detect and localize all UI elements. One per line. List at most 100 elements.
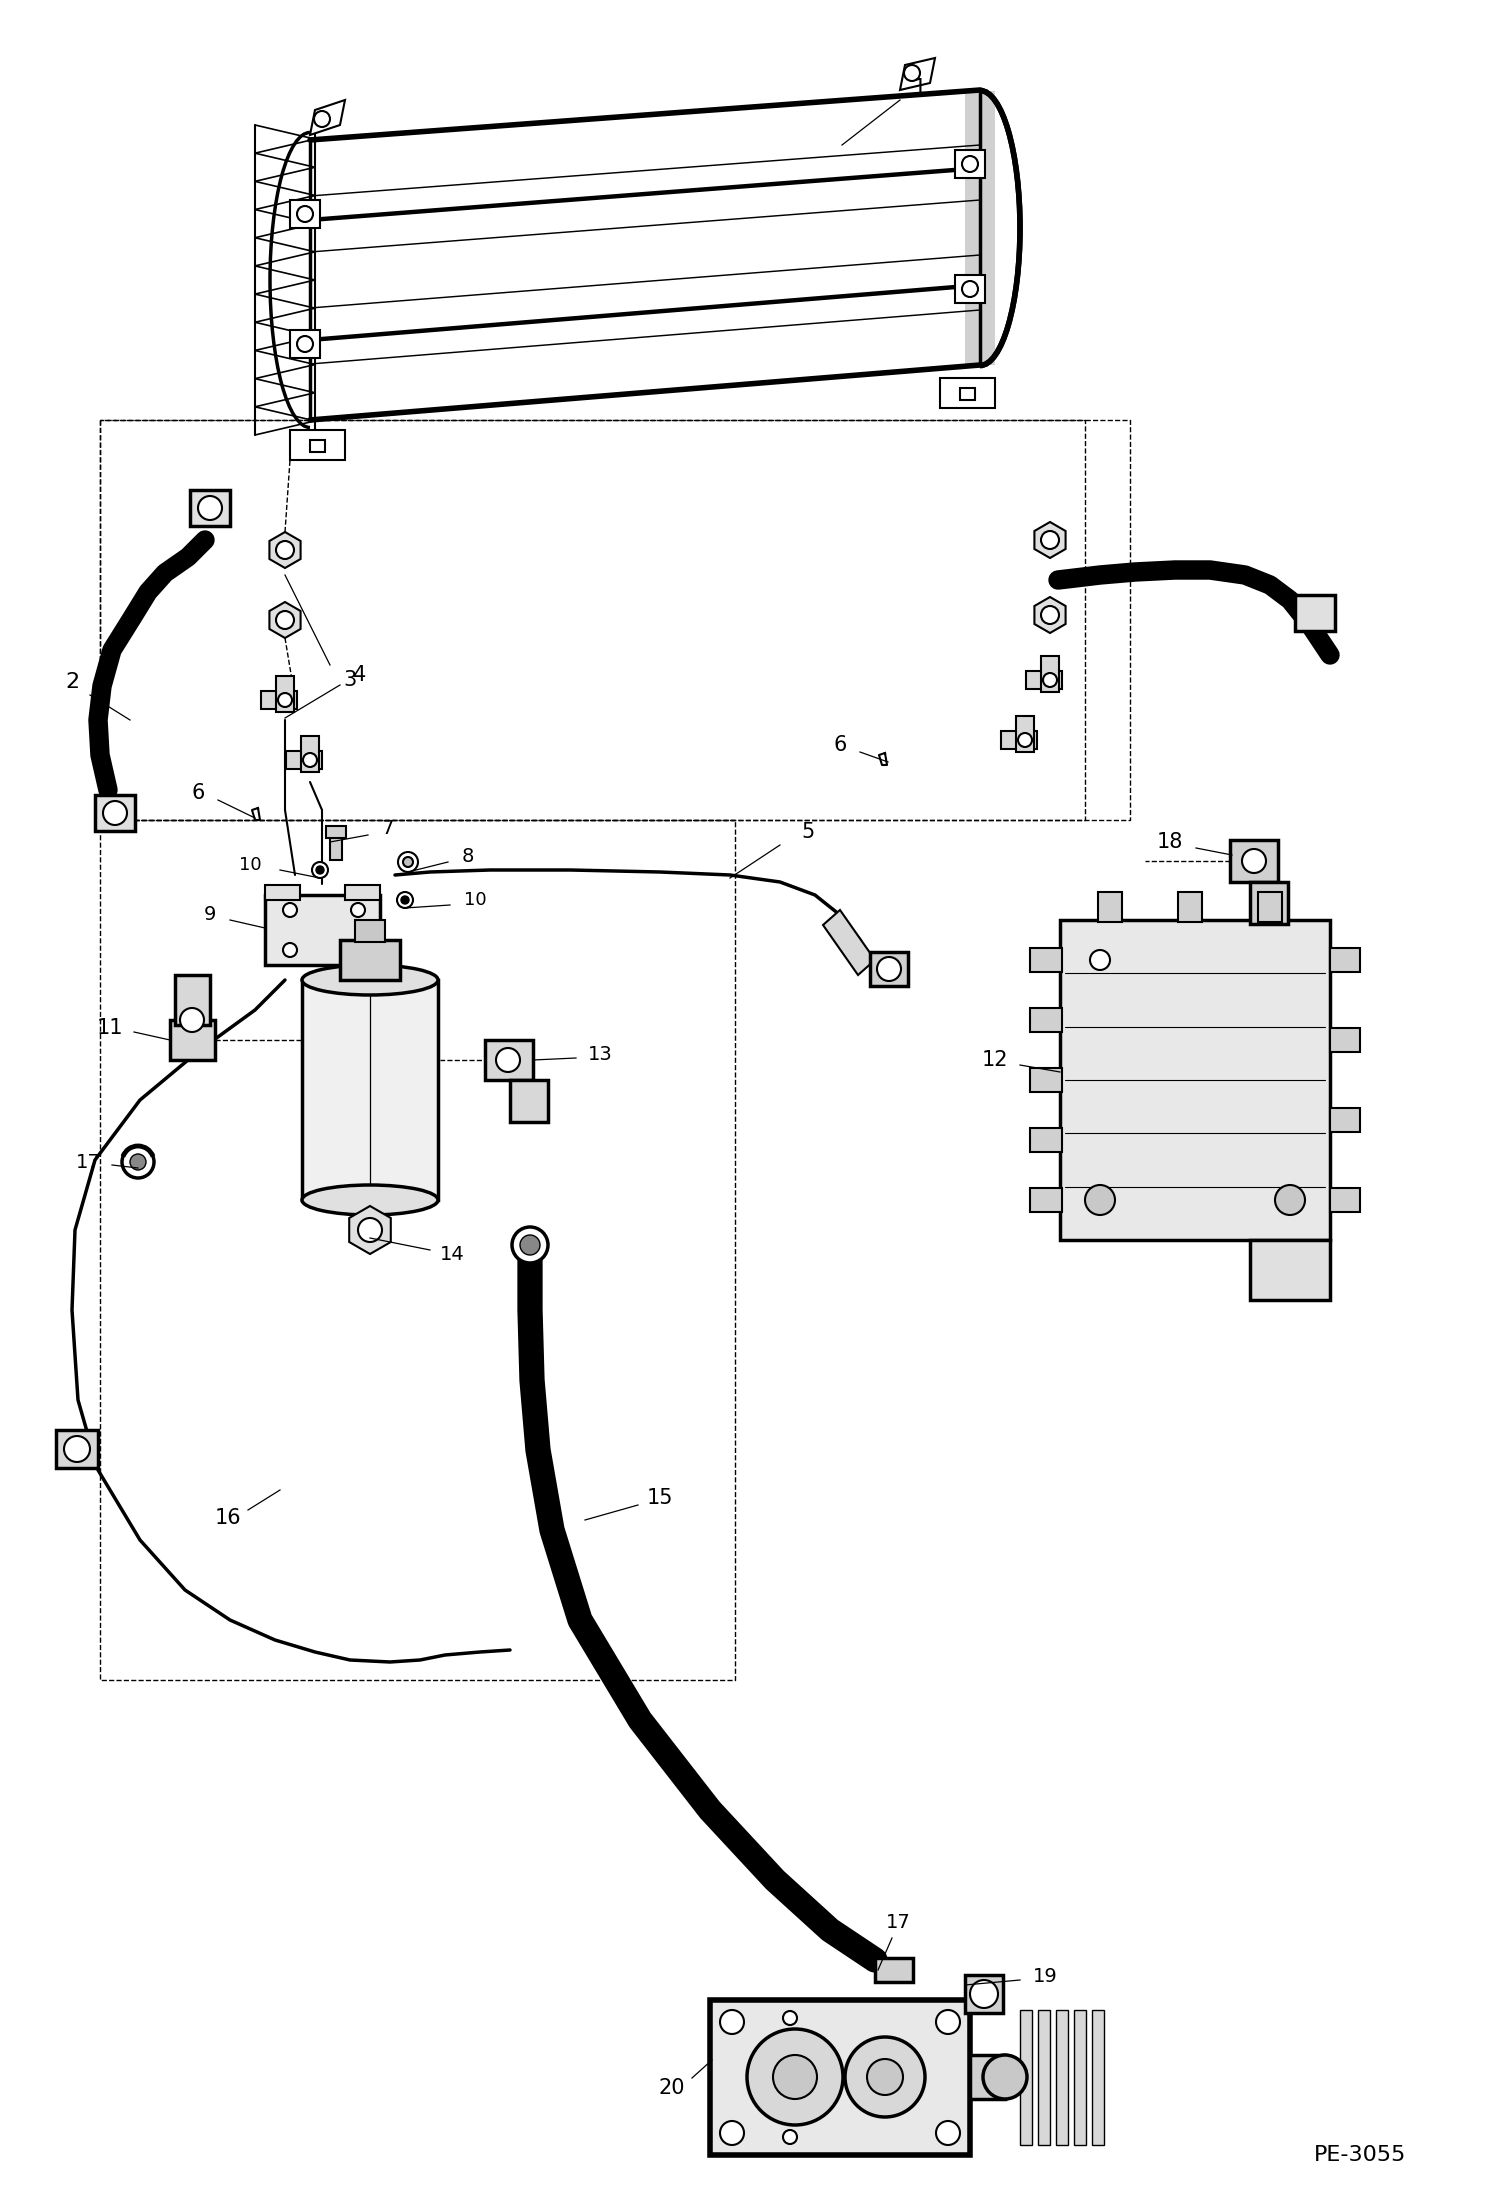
- Polygon shape: [900, 57, 935, 90]
- Bar: [1056, 2011, 1068, 2145]
- Text: 15: 15: [647, 1489, 673, 1509]
- Bar: [1330, 1107, 1360, 1132]
- Bar: [1330, 947, 1360, 971]
- Polygon shape: [310, 101, 345, 136]
- Circle shape: [845, 2037, 924, 2116]
- Bar: [303, 980, 437, 1200]
- Text: 16: 16: [214, 1509, 241, 1529]
- Bar: [509, 1079, 548, 1123]
- Bar: [1074, 2011, 1086, 2145]
- Bar: [330, 829, 342, 860]
- Bar: [261, 691, 297, 708]
- Circle shape: [773, 2055, 816, 2099]
- Bar: [875, 1958, 912, 1982]
- Ellipse shape: [303, 1184, 437, 1215]
- Circle shape: [1091, 950, 1110, 969]
- Circle shape: [1019, 732, 1032, 748]
- Polygon shape: [1035, 596, 1065, 634]
- Circle shape: [297, 206, 313, 221]
- Circle shape: [398, 853, 418, 873]
- Circle shape: [783, 2129, 797, 2145]
- Circle shape: [312, 862, 328, 877]
- Text: 6: 6: [833, 735, 846, 754]
- Bar: [1330, 1189, 1360, 1213]
- Bar: [286, 750, 322, 770]
- Bar: [265, 895, 380, 965]
- Bar: [956, 274, 986, 303]
- Bar: [1177, 893, 1201, 921]
- Circle shape: [283, 904, 297, 917]
- Circle shape: [748, 2029, 843, 2125]
- Circle shape: [721, 2121, 745, 2145]
- Bar: [1249, 1239, 1330, 1300]
- Bar: [1016, 715, 1034, 752]
- Bar: [1098, 893, 1122, 921]
- Bar: [55, 1430, 97, 1467]
- Circle shape: [1275, 1184, 1305, 1215]
- Text: 17: 17: [885, 1912, 911, 1932]
- Circle shape: [1085, 1184, 1115, 1215]
- Circle shape: [64, 1436, 90, 1463]
- Text: 5: 5: [801, 822, 815, 842]
- Circle shape: [520, 1235, 539, 1254]
- Circle shape: [1041, 531, 1059, 548]
- Bar: [94, 796, 135, 831]
- Bar: [190, 489, 231, 526]
- Bar: [1031, 1189, 1062, 1213]
- Bar: [1026, 671, 1062, 689]
- Circle shape: [279, 693, 292, 706]
- Text: 14: 14: [439, 1246, 464, 1265]
- Bar: [340, 941, 400, 980]
- Circle shape: [303, 752, 318, 768]
- Circle shape: [358, 1217, 382, 1241]
- Text: 3: 3: [343, 671, 357, 691]
- Circle shape: [351, 943, 366, 956]
- Text: 11: 11: [97, 1018, 123, 1037]
- Text: 9: 9: [204, 906, 216, 925]
- Circle shape: [403, 857, 413, 866]
- Bar: [965, 1976, 1004, 2013]
- Bar: [327, 827, 346, 838]
- Circle shape: [962, 281, 978, 296]
- Bar: [1001, 730, 1037, 750]
- Circle shape: [783, 2011, 797, 2024]
- Bar: [1294, 594, 1335, 632]
- Polygon shape: [270, 533, 301, 568]
- Bar: [1041, 656, 1059, 693]
- Bar: [276, 675, 294, 713]
- Bar: [965, 90, 995, 364]
- Bar: [1038, 2011, 1050, 2145]
- Polygon shape: [270, 603, 301, 638]
- Bar: [1031, 1127, 1062, 1151]
- Text: PE-3055: PE-3055: [1314, 2145, 1407, 2164]
- Text: 4: 4: [354, 664, 367, 684]
- Bar: [941, 377, 995, 408]
- Circle shape: [130, 1154, 145, 1171]
- Circle shape: [276, 612, 294, 629]
- Bar: [1031, 1068, 1062, 1092]
- Bar: [1258, 893, 1282, 921]
- Circle shape: [315, 112, 330, 127]
- Bar: [1330, 1029, 1360, 1053]
- Bar: [310, 441, 325, 452]
- Bar: [169, 1020, 216, 1059]
- Circle shape: [276, 542, 294, 559]
- Circle shape: [397, 893, 413, 908]
- Ellipse shape: [303, 965, 437, 996]
- Bar: [355, 921, 385, 943]
- Circle shape: [971, 1980, 998, 2009]
- Bar: [710, 2000, 971, 2156]
- Bar: [960, 388, 975, 399]
- Text: 18: 18: [1156, 831, 1183, 853]
- Bar: [870, 952, 908, 987]
- Text: 1: 1: [912, 79, 927, 99]
- Circle shape: [876, 956, 900, 980]
- Text: 13: 13: [587, 1046, 613, 1064]
- Circle shape: [936, 2121, 960, 2145]
- Text: 10: 10: [464, 890, 487, 910]
- Bar: [956, 149, 986, 178]
- Polygon shape: [1035, 522, 1065, 557]
- Circle shape: [1242, 849, 1266, 873]
- Text: 8: 8: [461, 846, 475, 866]
- Bar: [1061, 921, 1330, 1239]
